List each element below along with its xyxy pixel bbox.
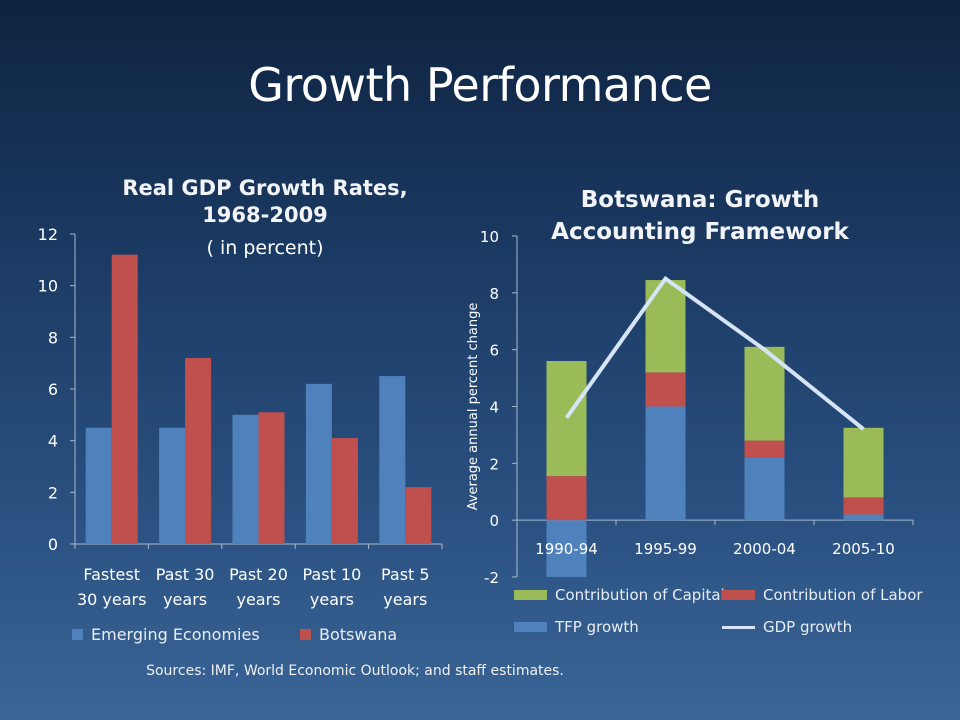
y-tick-label: 6 (489, 342, 499, 360)
x-category-label: 30 years (77, 590, 146, 609)
legend-label: Contribution of Labor (763, 586, 923, 604)
bar-contribution-of-capital (645, 280, 686, 373)
bar-emerging-economies (232, 414, 259, 544)
bar-contribution-of-labor (645, 372, 686, 407)
bar-emerging-economies (305, 383, 332, 544)
legend-swatch-blue (514, 622, 547, 632)
bar-contribution-of-labor (546, 476, 587, 521)
legend-label: Botswana (319, 625, 398, 644)
right-chart-title-line2: Accounting Framework (551, 219, 849, 245)
legend-label: GDP growth (763, 618, 853, 636)
legend-line-swatch (722, 625, 755, 629)
legend-swatch-blue (72, 629, 83, 640)
x-category-label: 2005-10 (832, 540, 895, 558)
legend-swatch-green (514, 590, 547, 600)
y-tick-label: 4 (489, 399, 499, 417)
bar-botswana (405, 487, 432, 544)
y-tick-label: 0 (48, 535, 58, 554)
legend-swatch-red (300, 629, 311, 640)
gdp-growth-line (564, 275, 865, 431)
legend-label: Contribution of Capital (555, 586, 725, 604)
x-category-label: Past 30 (156, 565, 215, 584)
bar-botswana (258, 412, 285, 544)
legend-label: TFP growth (555, 618, 639, 636)
y-tick-label: -2 (484, 569, 499, 587)
right-legend-capital: Contribution of Capital (514, 586, 725, 604)
right-legend-tfp: TFP growth (514, 618, 639, 636)
x-category-label: years (383, 590, 427, 609)
right-chart-title: Botswana: Growth Accounting Framework (520, 184, 880, 248)
x-category-label: Past 10 (303, 565, 362, 584)
y-tick-label: 12 (38, 225, 58, 244)
x-category-label: 2000-04 (733, 540, 796, 558)
left-chart-title-line2: 1968-2009 (202, 203, 328, 227)
slide-title: Growth Performance (248, 58, 712, 112)
y-axis-title: Average annual percent change (466, 303, 481, 511)
y-tick-label: 4 (48, 432, 58, 451)
y-tick-label: 10 (480, 228, 499, 246)
y-tick-label: 0 (489, 512, 499, 530)
y-tick-label: 2 (48, 483, 58, 502)
x-category-label: years (310, 590, 354, 609)
bar-contribution-of-capital (546, 361, 587, 477)
left-chart-title: Real GDP Growth Rates, 1968-2009 (100, 175, 430, 229)
x-category-label: Fastest (83, 565, 140, 584)
x-category-label: Past 5 (381, 565, 430, 584)
bar-tfp-growth (843, 514, 884, 521)
bar-botswana (111, 254, 138, 544)
bar-tfp-growth (744, 457, 785, 521)
right-chart-title-line1: Botswana: Growth (580, 187, 820, 213)
bar-botswana (331, 438, 358, 544)
x-category-label: years (236, 590, 280, 609)
x-category-label: 1990-94 (535, 540, 598, 558)
bar-contribution-of-labor (843, 497, 884, 515)
legend-label: Emerging Economies (91, 625, 260, 644)
y-tick-label: 2 (489, 455, 499, 473)
left-legend-emerging: Emerging Economies (72, 625, 260, 644)
bar-contribution-of-labor (744, 440, 785, 458)
y-tick-label: 10 (38, 277, 58, 296)
bar-contribution-of-capital (843, 427, 884, 498)
bar-emerging-economies (379, 376, 406, 544)
x-category-label: years (163, 590, 207, 609)
bar-tfp-growth (546, 520, 587, 577)
y-tick-label: 8 (48, 328, 58, 347)
y-tick-label: 6 (48, 380, 58, 399)
left-legend-botswana: Botswana (300, 625, 397, 644)
left-chart-subtitle: ( in percent) (206, 237, 324, 259)
bar-tfp-growth (645, 406, 686, 521)
left-chart-title-line1: Real GDP Growth Rates, (122, 176, 408, 200)
right-legend-labor: Contribution of Labor (722, 586, 923, 604)
right-legend-gdp: GDP growth (722, 618, 852, 636)
legend-swatch-red (722, 590, 755, 600)
x-category-label: Past 20 (229, 565, 288, 584)
y-tick-label: 8 (489, 285, 499, 303)
bar-emerging-economies (159, 427, 186, 544)
bar-botswana (185, 358, 212, 544)
x-category-label: 1995-99 (634, 540, 697, 558)
bar-emerging-economies (85, 427, 112, 544)
sources-note: Sources: IMF, World Economic Outlook; an… (146, 663, 564, 679)
